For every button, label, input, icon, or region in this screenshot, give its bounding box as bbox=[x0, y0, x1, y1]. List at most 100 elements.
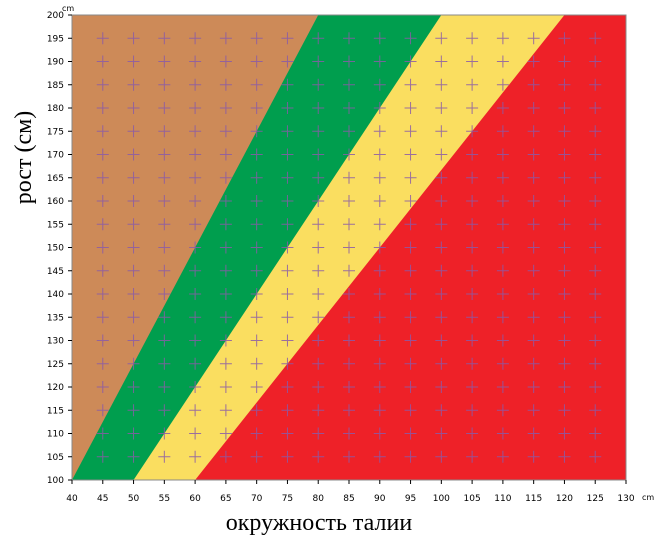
grid-marker bbox=[127, 311, 140, 324]
grid-marker bbox=[250, 148, 263, 161]
grid-marker bbox=[281, 78, 294, 91]
grid-marker bbox=[219, 55, 232, 68]
grid-marker bbox=[496, 334, 509, 347]
grid-marker bbox=[466, 357, 479, 370]
grid-marker bbox=[250, 78, 263, 91]
y-tick-label: 110 bbox=[47, 430, 64, 440]
grid-marker bbox=[466, 195, 479, 207]
grid-marker bbox=[527, 427, 540, 440]
grid-marker bbox=[527, 404, 540, 417]
grid-marker bbox=[373, 78, 386, 91]
grid-marker bbox=[404, 78, 417, 91]
grid-marker bbox=[281, 32, 294, 45]
grid-marker bbox=[127, 171, 140, 184]
y-tick-label: 150 bbox=[47, 244, 64, 254]
grid-marker bbox=[96, 427, 109, 440]
grid-marker bbox=[189, 32, 202, 45]
grid-marker bbox=[404, 102, 417, 114]
grid-marker bbox=[435, 32, 448, 45]
grid-marker bbox=[312, 55, 325, 68]
y-tick-label: 165 bbox=[47, 174, 64, 184]
grid-marker bbox=[404, 264, 417, 277]
grid-marker bbox=[435, 55, 448, 68]
grid-marker bbox=[373, 195, 386, 207]
grid-marker bbox=[404, 427, 417, 440]
grid-marker bbox=[127, 218, 140, 231]
grid-marker bbox=[373, 102, 386, 114]
x-tick-label: 100 bbox=[433, 494, 450, 504]
y-tick-label: 130 bbox=[47, 337, 64, 347]
grid-marker bbox=[312, 288, 325, 300]
grid-marker bbox=[496, 55, 509, 68]
y-axis-ticks: 100 105 110 115 120 125 130 135 140 145 150 155 160 1… bbox=[47, 11, 72, 486]
grid-marker bbox=[312, 334, 325, 347]
grid-marker bbox=[558, 102, 571, 114]
grid-marker bbox=[158, 427, 171, 440]
x-tick-label: 90 bbox=[374, 494, 386, 504]
grid-marker bbox=[435, 334, 448, 347]
grid-marker bbox=[96, 55, 109, 68]
grid-marker bbox=[404, 148, 417, 161]
grid-marker bbox=[558, 427, 571, 440]
grid-marker bbox=[466, 148, 479, 161]
grid-marker bbox=[496, 78, 509, 91]
grid-marker bbox=[96, 148, 109, 161]
grid-marker bbox=[404, 32, 417, 45]
grid-marker bbox=[219, 427, 232, 440]
grid-marker bbox=[589, 148, 602, 161]
grid-marker bbox=[127, 102, 140, 114]
y-axis-unit: cm bbox=[62, 4, 74, 13]
grid-marker bbox=[219, 218, 232, 231]
grid-marker bbox=[250, 427, 263, 440]
grid-marker bbox=[496, 450, 509, 463]
grid-marker bbox=[312, 32, 325, 45]
grid-marker bbox=[158, 288, 171, 300]
grid-marker bbox=[250, 357, 263, 370]
grid-marker bbox=[158, 218, 171, 231]
grid-marker bbox=[281, 381, 294, 393]
grid-marker bbox=[219, 450, 232, 463]
grid-marker bbox=[219, 264, 232, 277]
grid-marker bbox=[435, 171, 448, 184]
grid-marker bbox=[312, 218, 325, 231]
grid-marker bbox=[127, 427, 140, 440]
grid-marker bbox=[158, 125, 171, 138]
grid-marker bbox=[343, 102, 355, 114]
grid-marker bbox=[404, 404, 417, 417]
grid-marker bbox=[466, 404, 479, 417]
grid-marker bbox=[558, 334, 571, 347]
grid-marker bbox=[527, 357, 540, 370]
x-tick-label: 55 bbox=[159, 494, 170, 504]
grid-marker bbox=[558, 195, 571, 207]
x-tick-label: 65 bbox=[220, 494, 231, 504]
grid-marker bbox=[127, 241, 140, 254]
grid-marker bbox=[589, 357, 602, 370]
grid-marker bbox=[589, 334, 602, 347]
grid-markers bbox=[96, 32, 602, 463]
y-tick-label: 180 bbox=[47, 104, 64, 114]
grid-marker bbox=[312, 357, 325, 370]
grid-marker bbox=[219, 171, 232, 184]
grid-marker bbox=[589, 241, 602, 254]
grid-marker bbox=[219, 102, 232, 114]
grid-marker bbox=[496, 218, 509, 231]
grid-marker bbox=[281, 357, 294, 370]
grid-marker bbox=[435, 381, 448, 393]
grid-marker bbox=[127, 32, 140, 45]
grid-marker bbox=[189, 195, 202, 207]
grid-marker bbox=[558, 311, 571, 324]
grid-marker bbox=[589, 102, 602, 114]
x-tick-label: 50 bbox=[128, 494, 140, 504]
grid-marker bbox=[558, 264, 571, 277]
grid-marker bbox=[373, 404, 386, 417]
grid-marker bbox=[373, 241, 386, 254]
grid-marker bbox=[558, 32, 571, 45]
grid-marker bbox=[158, 171, 171, 184]
grid-marker bbox=[527, 171, 540, 184]
grid-marker bbox=[189, 125, 202, 138]
grid-marker bbox=[219, 311, 232, 324]
grid-marker bbox=[527, 288, 540, 300]
grid-marker bbox=[281, 195, 294, 207]
grid-marker bbox=[496, 357, 509, 370]
grid-marker bbox=[281, 404, 294, 417]
